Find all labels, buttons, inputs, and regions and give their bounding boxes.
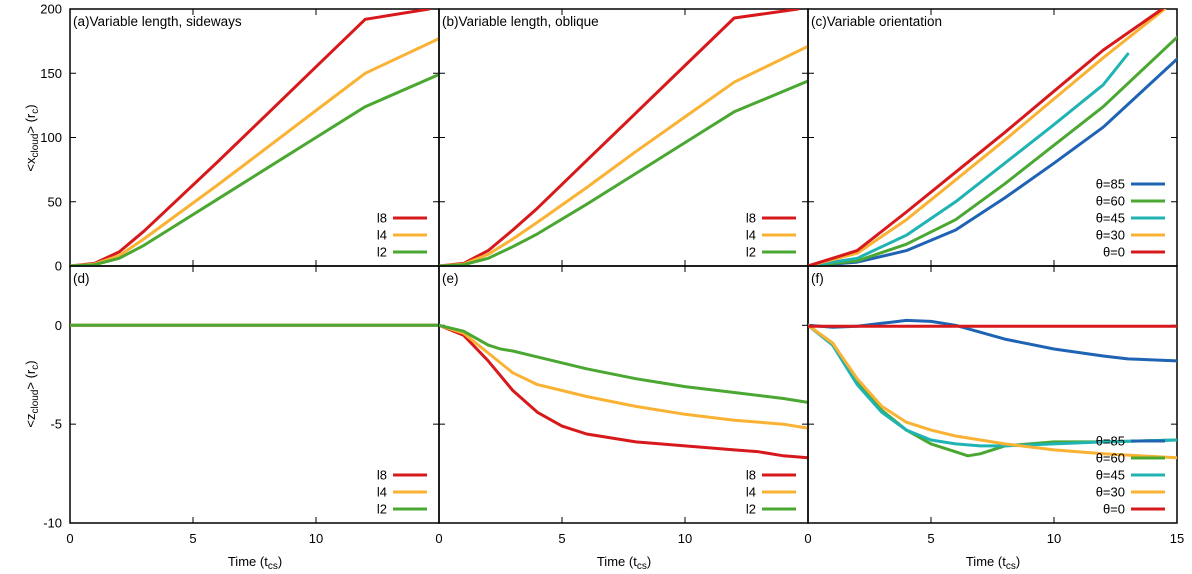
legend-label: θ=85 xyxy=(1096,434,1125,449)
panel-b: (b)Variable length, oblique l8 l4 l2 xyxy=(438,8,809,267)
legend-label: θ=85 xyxy=(1096,177,1125,192)
panel-a: 0 50 100 150 200 (a)Variable length, sideways… xyxy=(40,2,440,274)
series-lines xyxy=(808,9,1177,266)
bot-ylabel-main: <z xyxy=(23,414,38,428)
panel-d: 0 -5 -10 0 5 10 (d) l8 l4 l2 xyxy=(43,265,440,546)
legend-label: θ=45 xyxy=(1096,211,1125,226)
series-line-l8 xyxy=(439,323,808,460)
legend-label: θ=30 xyxy=(1096,228,1125,243)
top-ylabel-main: <x xyxy=(23,157,38,172)
y-tick-label: 200 xyxy=(40,2,62,17)
series-lines xyxy=(439,323,808,460)
legend-label: θ=60 xyxy=(1096,194,1125,209)
panel-title: (d) xyxy=(73,271,90,286)
series-line-l4 xyxy=(439,44,808,266)
legend-label: l8 xyxy=(746,468,756,483)
legend-label: θ=60 xyxy=(1096,451,1125,466)
series-lines xyxy=(70,9,439,266)
panel-title: (b)Variable length, oblique xyxy=(442,14,599,29)
legend-label: θ=45 xyxy=(1096,468,1125,483)
x-tick-label: 0 xyxy=(66,531,73,546)
series-line-l2 xyxy=(439,323,808,404)
y-tick-label: 150 xyxy=(40,66,62,81)
series-line-l4 xyxy=(439,323,808,430)
x-tick-label: 5 xyxy=(558,531,565,546)
x-tick-label: 5 xyxy=(189,531,196,546)
legend-label: l4 xyxy=(746,485,756,500)
x-axis-label-3: Time (tcs) xyxy=(966,554,1020,572)
x-axis-label-1: Time (tcs) xyxy=(228,554,282,572)
y-tick-label: 100 xyxy=(40,130,62,145)
top-ylabel-close: ) xyxy=(23,104,38,108)
panel-title: (c)Variable orientation xyxy=(811,14,942,29)
legend-label: l4 xyxy=(377,228,387,243)
legend-label: l8 xyxy=(377,211,387,226)
bot-ylabel-sub: cloud xyxy=(30,390,41,414)
series-line-l8 xyxy=(70,9,431,266)
series-line-l2 xyxy=(439,79,808,266)
x-tick-label: 15 xyxy=(1170,531,1184,546)
series-line-l8 xyxy=(439,9,800,266)
x-tick-label: 10 xyxy=(309,531,323,546)
legend-label: l8 xyxy=(377,468,387,483)
panel-c: (c)Variable orientation θ=85 θ=60 θ=45 θ=30 θ… xyxy=(807,8,1178,267)
bot-ylabel-close: ) xyxy=(23,360,38,364)
series-line-θ=45 xyxy=(808,323,1177,448)
series-line-θ=30 xyxy=(808,9,1167,266)
legend-label: l2 xyxy=(746,502,756,517)
x-tick-label: 0 xyxy=(435,531,442,546)
series-line-l2 xyxy=(70,73,439,266)
bottom-y-axis-label: <zcloud> (rc) xyxy=(23,360,41,427)
top-y-axis-label: <xcloud> (rc) xyxy=(23,104,41,171)
y-tick-label: -5 xyxy=(50,417,62,432)
top-ylabel-sub: cloud xyxy=(30,134,41,158)
series-line-θ=60 xyxy=(808,35,1177,266)
series-lines xyxy=(439,9,808,266)
y-tick-label: 0 xyxy=(55,318,62,333)
panel-f: 0 5 10 15 (f) θ=85 θ=60 θ=45 θ=30 θ=0 xyxy=(804,265,1184,546)
x-tick-label: 5 xyxy=(927,531,934,546)
legend-label: l2 xyxy=(377,502,387,517)
series-lines xyxy=(808,318,1177,460)
bot-ylabel-tail: > (r xyxy=(23,369,38,390)
legend-label: l4 xyxy=(377,485,387,500)
top-ylabel-unit-sub: c xyxy=(30,109,41,114)
legend-label: l2 xyxy=(377,245,387,260)
panel-title: (e) xyxy=(442,271,459,286)
series-line-θ=45 xyxy=(808,52,1130,266)
panel-e: 0 5 10 (e) l8 l4 l2 xyxy=(435,265,809,546)
series-line-θ=30 xyxy=(808,323,1177,460)
legend-label: l2 xyxy=(746,245,756,260)
plot-frame xyxy=(807,265,1178,524)
legend-label: θ=0 xyxy=(1103,245,1125,260)
y-tick-label: 0 xyxy=(55,259,62,274)
x-tick-label: 10 xyxy=(678,531,692,546)
series-line-θ=0 xyxy=(808,9,1164,266)
x-axis-label-2: Time (tcs) xyxy=(597,554,651,572)
series-line-θ=85 xyxy=(808,57,1177,266)
x-tick-label: 10 xyxy=(1047,531,1061,546)
top-ylabel-tail: > (r xyxy=(23,113,38,134)
y-tick-label: -10 xyxy=(43,516,62,531)
y-tick-label: 50 xyxy=(48,194,62,209)
legend-label: θ=30 xyxy=(1096,485,1125,500)
panel-title: (f) xyxy=(811,271,824,286)
legend-label: l8 xyxy=(746,211,756,226)
x-tick-label: 0 xyxy=(804,531,811,546)
legend-label: θ=0 xyxy=(1103,502,1125,517)
panel-title: (a)Variable length, sideways xyxy=(73,14,242,29)
legend-label: l4 xyxy=(746,228,756,243)
bot-ylabel-unit-sub: c xyxy=(30,365,41,370)
series-line-l4 xyxy=(70,37,439,266)
